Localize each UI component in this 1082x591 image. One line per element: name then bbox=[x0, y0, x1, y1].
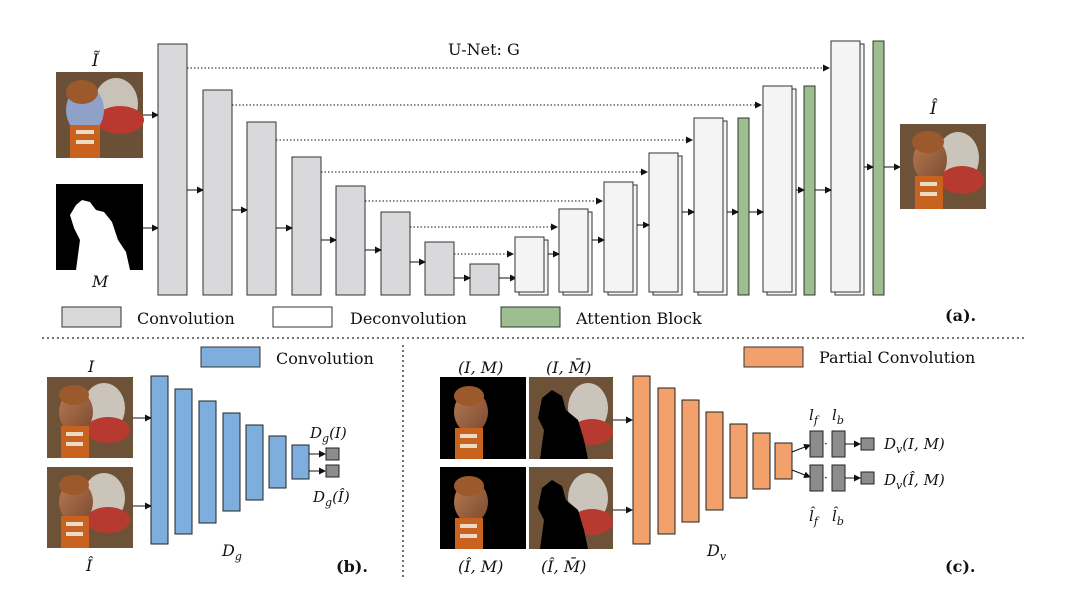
c-bottom-left-label: (Î, M) bbox=[458, 556, 503, 576]
input-image-label: Ĩ bbox=[91, 50, 100, 71]
legend-conv-swatch bbox=[61, 306, 122, 328]
output-label: Î bbox=[929, 98, 938, 119]
dv-layer-6 bbox=[752, 432, 771, 490]
c-top-right-label: (I, M̄) bbox=[546, 356, 591, 377]
c-top-left-photo bbox=[440, 377, 526, 459]
dv-network-label: Dv bbox=[706, 541, 727, 563]
dg-layer-7 bbox=[291, 444, 310, 480]
svg-text:·: · bbox=[824, 471, 828, 485]
c-top-left-label: (I, M) bbox=[458, 358, 503, 377]
panel-b: Convolution I Î bbox=[47, 346, 374, 576]
discriminator-v-stack bbox=[632, 375, 793, 545]
unet-title: U-Net: G bbox=[448, 40, 520, 59]
c-bottom-left-photo bbox=[440, 467, 526, 549]
dv-feature-lf bbox=[809, 430, 824, 458]
dg-layer-4 bbox=[222, 412, 241, 512]
mask-label: M bbox=[91, 272, 109, 291]
encoder-layer-5 bbox=[335, 185, 366, 296]
dv-feat-lf-label: lf bbox=[809, 406, 820, 427]
dv-layer-7 bbox=[774, 442, 793, 480]
input-photo bbox=[56, 72, 144, 158]
dv-feat-lb-label: lb bbox=[832, 406, 844, 427]
panel-c-tag: (c). bbox=[945, 557, 975, 576]
dg-layer-3 bbox=[198, 400, 217, 524]
dv-layer-2 bbox=[657, 387, 676, 535]
dv-layer-5 bbox=[729, 423, 748, 499]
dg-output-bottom-label: Dg(Î) bbox=[312, 488, 350, 509]
panel-a: U-Net: G Ĩ M bbox=[56, 40, 986, 328]
output-photo bbox=[900, 124, 986, 209]
dv-layer-3 bbox=[681, 399, 700, 523]
skip-connections bbox=[187, 64, 830, 258]
b-top-input-label: I bbox=[87, 357, 95, 376]
dg-layer-6 bbox=[268, 435, 287, 489]
b-top-photo bbox=[47, 377, 133, 458]
encoder-layer-4 bbox=[291, 156, 322, 296]
legend-c-partial-swatch bbox=[743, 346, 804, 368]
b-bottom-input-label: Î bbox=[85, 555, 94, 575]
decoder-layer-2 bbox=[558, 208, 593, 296]
panel-a-tag: (a). bbox=[945, 306, 976, 325]
c-bottom-right-label: (Î, M̄) bbox=[541, 555, 586, 576]
dv-feature-lf-hat bbox=[809, 464, 824, 492]
dv-output-bottom-label: Dv(Î, M) bbox=[883, 471, 945, 492]
legend-deconv-label: Deconvolution bbox=[350, 309, 467, 328]
attention-block-1 bbox=[737, 117, 750, 296]
encoder-layer-8 bbox=[469, 263, 500, 296]
dg-layer-5 bbox=[245, 424, 264, 501]
dv-layer-1 bbox=[632, 375, 651, 545]
legend-deconv-swatch bbox=[272, 306, 333, 328]
encoder-stack bbox=[157, 43, 500, 296]
dv-feat-lf-hat-label: l̂f bbox=[809, 507, 820, 528]
dg-output-top-label: Dg(I) bbox=[309, 424, 347, 445]
svg-text:·: · bbox=[824, 437, 828, 451]
encoder-layer-7 bbox=[424, 241, 455, 296]
decoder-layer-3 bbox=[603, 181, 638, 296]
dv-feat-lb-hat-label: l̂b bbox=[832, 507, 844, 528]
decoder-stack bbox=[514, 40, 885, 296]
dg-layer-1 bbox=[150, 375, 169, 545]
c-top-right-photo bbox=[529, 377, 613, 459]
panel-c: Partial Convolution (I, M) (I, M̄) bbox=[440, 346, 975, 576]
decoder-layer-7 bbox=[830, 40, 865, 296]
legend-attention-swatch bbox=[500, 306, 561, 328]
legend-conv-label: Convolution bbox=[137, 309, 235, 328]
dg-output-top bbox=[325, 447, 340, 461]
legend-b-conv-swatch bbox=[200, 346, 261, 368]
c-bottom-right-photo bbox=[529, 467, 613, 549]
decoder-layer-5 bbox=[693, 117, 728, 296]
attention-block-3 bbox=[872, 40, 885, 296]
dg-network-label: Dg bbox=[221, 541, 242, 563]
encoder-layer-1 bbox=[157, 43, 188, 296]
attention-block-2 bbox=[803, 85, 816, 296]
dg-layer-2 bbox=[174, 388, 193, 535]
encoder-layer-2 bbox=[202, 89, 233, 296]
encoder-layer-3 bbox=[246, 121, 277, 296]
legend-attention-label: Attention Block bbox=[575, 309, 702, 328]
legend-c-partial-label: Partial Convolution bbox=[819, 348, 975, 367]
dv-feature-lb-hat bbox=[831, 464, 846, 492]
dv-output-top bbox=[860, 437, 875, 451]
decoder-layer-1 bbox=[514, 236, 549, 296]
mask-image bbox=[56, 184, 143, 270]
panel-b-tag: (b). bbox=[336, 557, 368, 576]
legend-b-conv-label: Convolution bbox=[276, 349, 374, 368]
dv-feature-lb bbox=[831, 430, 846, 458]
dv-layer-4 bbox=[705, 411, 724, 511]
dv-output-bottom bbox=[860, 471, 875, 485]
decoder-layer-6 bbox=[762, 85, 797, 296]
dv-output-top-label: Dv(I, M) bbox=[883, 435, 945, 456]
dg-output-bottom bbox=[325, 464, 340, 478]
decoder-layer-4 bbox=[648, 152, 683, 296]
discriminator-g-stack bbox=[150, 375, 310, 545]
b-bottom-photo bbox=[47, 467, 133, 548]
encoder-layer-6 bbox=[380, 211, 411, 296]
legend-a: Convolution Deconvolution Attention Bloc… bbox=[61, 306, 702, 328]
